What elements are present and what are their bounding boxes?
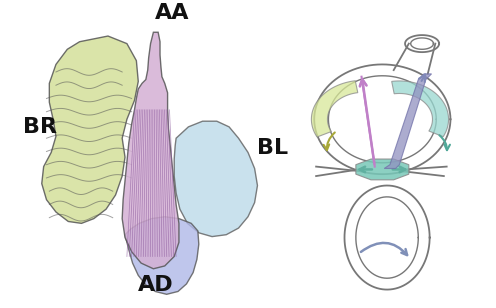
Polygon shape: [42, 36, 138, 223]
Polygon shape: [356, 159, 409, 180]
Text: AD: AD: [138, 275, 174, 295]
Polygon shape: [311, 81, 358, 137]
Polygon shape: [384, 74, 432, 168]
Polygon shape: [174, 121, 257, 237]
Text: AA: AA: [155, 3, 189, 23]
Text: BR: BR: [23, 117, 57, 137]
Polygon shape: [125, 217, 199, 294]
Text: BL: BL: [257, 138, 289, 158]
Polygon shape: [122, 32, 179, 269]
Polygon shape: [392, 81, 448, 137]
